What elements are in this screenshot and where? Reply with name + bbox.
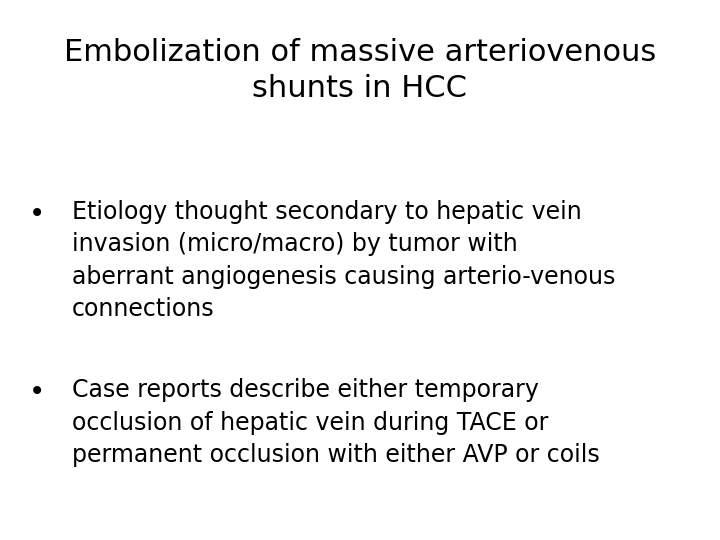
Text: •: • bbox=[29, 378, 45, 406]
Text: Embolization of massive arteriovenous
shunts in HCC: Embolization of massive arteriovenous sh… bbox=[64, 38, 656, 103]
Text: Etiology thought secondary to hepatic vein
invasion (micro/macro) by tumor with
: Etiology thought secondary to hepatic ve… bbox=[72, 200, 616, 321]
Text: •: • bbox=[29, 200, 45, 228]
Text: Case reports describe either temporary
occlusion of hepatic vein during TACE or
: Case reports describe either temporary o… bbox=[72, 378, 600, 467]
